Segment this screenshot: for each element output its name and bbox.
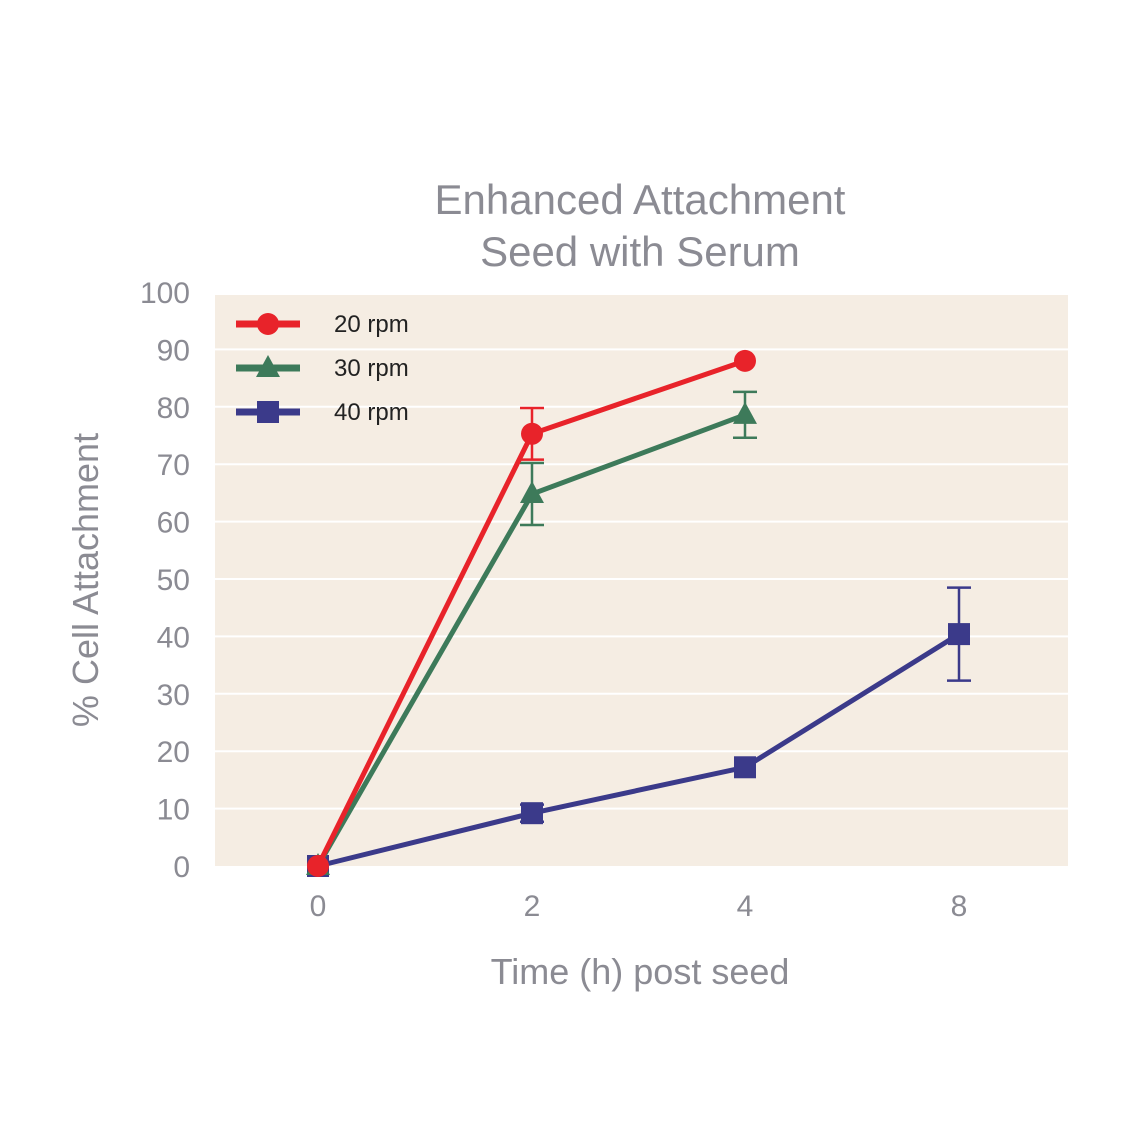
data-point xyxy=(520,481,544,504)
data-point xyxy=(307,855,329,877)
x-tick-label: 2 xyxy=(524,890,541,923)
data-point xyxy=(733,401,757,424)
legend-label: 30 rpm xyxy=(334,355,409,382)
x-axis-label: Time (h) post seed xyxy=(491,951,790,992)
legend-item: 20 rpm xyxy=(236,311,409,338)
y-tick-label: 50 xyxy=(157,564,190,597)
chart-title-line-2: Seed with Serum xyxy=(480,228,800,275)
legend: 20 rpm 30 rpm 40 rpm xyxy=(236,311,409,426)
series-line xyxy=(317,631,961,869)
x-tick-label: 0 xyxy=(310,890,327,923)
chart-title-line-1: Enhanced Attachment xyxy=(435,176,846,223)
series-20-rpm xyxy=(307,349,756,877)
y-tick-label: 80 xyxy=(157,392,190,425)
y-tick-label: 90 xyxy=(157,334,190,367)
y-tick-label: 30 xyxy=(157,679,190,712)
legend-marker xyxy=(257,313,279,335)
legend-marker xyxy=(257,401,279,423)
legend-item: 40 rpm xyxy=(236,399,409,426)
data-point xyxy=(521,422,543,445)
y-tick-label: 100 xyxy=(140,277,190,310)
legend-marker xyxy=(256,355,280,377)
legend-label: 20 rpm xyxy=(334,311,409,338)
y-tick-label: 40 xyxy=(157,621,190,654)
y-tick-label: 0 xyxy=(173,851,190,884)
x-tick-label: 8 xyxy=(951,890,968,923)
x-tick-label: 4 xyxy=(737,890,754,923)
legend-label: 40 rpm xyxy=(334,399,409,426)
plot-background xyxy=(215,295,1068,866)
y-tick-label: 60 xyxy=(157,507,190,540)
y-tick-label: 20 xyxy=(157,736,190,769)
data-point xyxy=(734,349,756,372)
legend-item: 30 rpm xyxy=(236,355,409,382)
y-axis-label: % Cell Attachment xyxy=(65,433,106,727)
data-point xyxy=(734,756,756,779)
y-tick-label: 70 xyxy=(157,449,190,482)
data-point xyxy=(521,802,543,825)
y-tick-label: 10 xyxy=(157,794,190,827)
data-point xyxy=(948,623,970,646)
